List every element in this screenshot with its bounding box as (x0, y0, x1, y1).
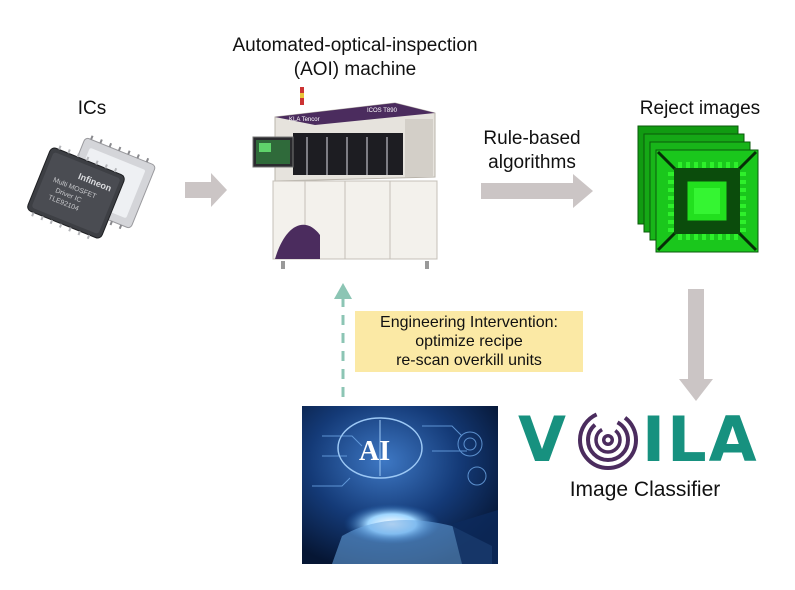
aoi-machine-label-line2: (AOI) machine (293, 59, 417, 80)
arrow-machine-to-reject (481, 174, 593, 208)
aoi-machine-label-line1: Automated-optical-inspection (232, 35, 478, 56)
machine-brand-text: KLA Tencor (289, 117, 320, 123)
voila-left-text: V (518, 403, 568, 476)
aoi-machine-image: KLA Tencor ICOS T890 (245, 85, 445, 275)
reject-images-label: Reject images (639, 98, 761, 119)
aoi-machine-label: Automated-optical-inspection (AOI) machi… (205, 34, 505, 82)
arrow-reject-to-voila (679, 289, 713, 401)
rule-based-label-line1: Rule-based (483, 128, 581, 149)
voila-right-text: ILA (642, 403, 759, 476)
dashed-feedback-arrow (333, 283, 353, 398)
reject-images-stack (628, 122, 768, 262)
machine-model-text: ICOS T890 (367, 108, 398, 114)
ai-text: AI (359, 436, 390, 467)
voila-eye-icon (576, 408, 640, 472)
intervention-line3: re-scan overkill units (396, 352, 542, 369)
arrow-ics-to-machine (185, 173, 227, 207)
ai-image: AI (302, 406, 498, 564)
intervention-line2: optimize recipe (415, 333, 523, 350)
voila-logo: V ILA (518, 405, 768, 475)
rule-based-label-line2: algorithms (488, 152, 576, 173)
engineering-intervention-box: Engineering Intervention: optimize recip… (355, 311, 583, 372)
intervention-line1: Engineering Intervention: (380, 314, 558, 331)
ics-label: ICs (77, 98, 107, 119)
image-classifier-label: Image Classifier (569, 478, 721, 501)
rule-based-label: Rule-based algorithms (462, 127, 602, 175)
ic-chips-image: Infineon Multi MOSFET Driver IC TLE92104 (18, 135, 178, 240)
